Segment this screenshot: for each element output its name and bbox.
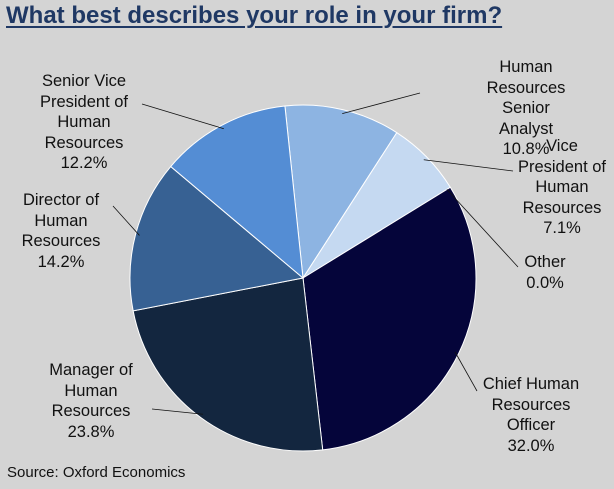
pie-slice-chief-human-resources-officer: [302, 186, 477, 451]
leader-line-human-resources-senior-analyst: [342, 92, 421, 115]
slice-value: 10.8%: [502, 140, 550, 158]
slice-name: Director of Human Resources: [21, 191, 101, 250]
slice-name: Other: [524, 253, 566, 271]
pie-slice-manager-of-human-resources: [132, 277, 324, 452]
leader-line-manager-of-human-resources: [151, 408, 204, 415]
leader-line-vice-president-of-human-resources: [423, 159, 514, 172]
slice-name: Human Resources Senior Analyst: [486, 58, 566, 138]
data-label-chief-human-resources-officer: Chief Human Resources Officer 32.0%: [470, 374, 592, 456]
pie-slices: [129, 104, 477, 452]
pie-slice-senior-vice-president-of-human-resources: [170, 105, 304, 280]
pie-slice-human-resources-senior-analyst: [284, 104, 398, 280]
leader-line-other: [446, 189, 519, 268]
slice-value: 23.8%: [67, 422, 115, 441]
leader-line-senior-vice-president-of-human-resources: [141, 103, 224, 130]
chart-title: What best describes your role in your fi…: [6, 2, 503, 29]
leader-line-chief-human-resources-officer: [454, 351, 478, 392]
slice-name: Manager of Human Resources: [49, 361, 133, 420]
slice-name: Senior Vice President of Human Resources: [39, 72, 129, 152]
slice-name: Chief Human Resources Officer: [482, 375, 580, 434]
slice-value: 7.1%: [543, 219, 581, 237]
slice-value: 32.0%: [507, 436, 555, 455]
leader-line-director-of-human-resources: [112, 205, 140, 236]
slice-value: 0.0%: [526, 273, 564, 292]
slice-value: 12.2%: [60, 154, 108, 172]
data-label-other: Other 0.0%: [500, 252, 590, 293]
data-label-director-of-human-resources: Director of Human Resources 14.2%: [8, 190, 114, 272]
data-label-manager-of-human-resources: Manager of Human Resources 23.8%: [30, 360, 152, 442]
slice-name: Vice President of Human Resources: [517, 137, 607, 217]
data-label-human-resources-senior-analyst: Human Resources Senior Analyst 10.8%: [471, 57, 581, 160]
pie-slice-director-of-human-resources: [129, 165, 305, 312]
slice-value: 14.2%: [37, 252, 85, 271]
data-label-senior-vice-president-of-human-resources: Senior Vice President of Human Resources…: [25, 71, 143, 174]
data-label-vice-president-of-human-resources: Vice President of Human Resources 7.1%: [510, 136, 614, 239]
chart-source: Source: Oxford Economics: [7, 464, 186, 481]
leader-lines: [112, 92, 519, 415]
